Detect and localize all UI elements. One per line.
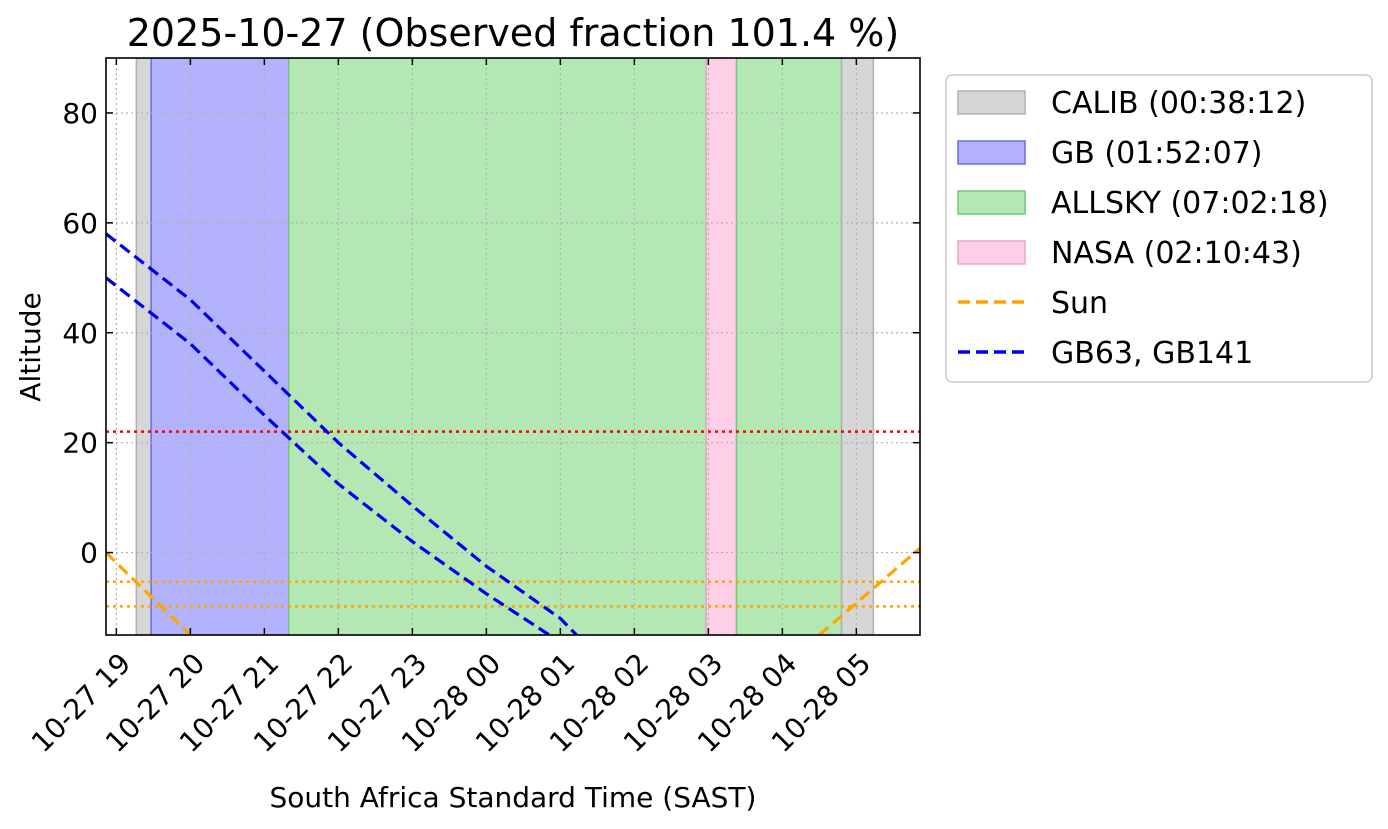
series-line xyxy=(106,276,551,635)
y-tick-label: 0 xyxy=(80,537,98,570)
y-tick-label: 20 xyxy=(62,427,98,460)
band xyxy=(135,58,152,635)
observation-bands xyxy=(135,58,875,635)
y-axis-label: Altitude xyxy=(14,292,47,401)
legend-swatch xyxy=(957,190,1026,215)
y-tick-label: 40 xyxy=(62,317,98,350)
band xyxy=(840,58,875,635)
legend-swatch xyxy=(957,90,1026,115)
plot-frame xyxy=(105,57,921,636)
legend-label: Sun xyxy=(1051,286,1108,321)
legend-label: ALLSKY (07:02:18) xyxy=(1051,186,1329,221)
legend-label: GB63, GB141 xyxy=(1051,336,1253,371)
legend-swatch xyxy=(957,240,1026,265)
altitude-curves xyxy=(106,232,920,635)
x-axis-label: South Africa Standard Time (SAST) xyxy=(270,781,757,814)
band xyxy=(735,58,843,635)
grid-lines xyxy=(106,58,920,635)
chart-title: 2025-10-27 (Observed fraction 101.4 %) xyxy=(127,11,900,55)
legend-box xyxy=(945,74,1373,383)
band xyxy=(150,58,290,635)
y-tick-label: 80 xyxy=(62,97,98,130)
y-tick-label: 60 xyxy=(62,207,98,240)
band xyxy=(288,58,707,635)
legend-label: GB (01:52:07) xyxy=(1051,136,1263,171)
reference-lines xyxy=(106,430,920,608)
legend-label: NASA (02:10:43) xyxy=(1051,236,1302,271)
legend: CALIB (00:38:12) GB (01:52:07) ALLSKY (07:… xyxy=(945,74,1373,383)
legend-swatch xyxy=(957,140,1026,165)
band xyxy=(705,58,738,635)
series-line xyxy=(106,232,578,635)
series-line xyxy=(106,551,192,635)
series-line xyxy=(818,546,920,635)
legend-label: CALIB (00:38:12) xyxy=(1051,86,1306,121)
